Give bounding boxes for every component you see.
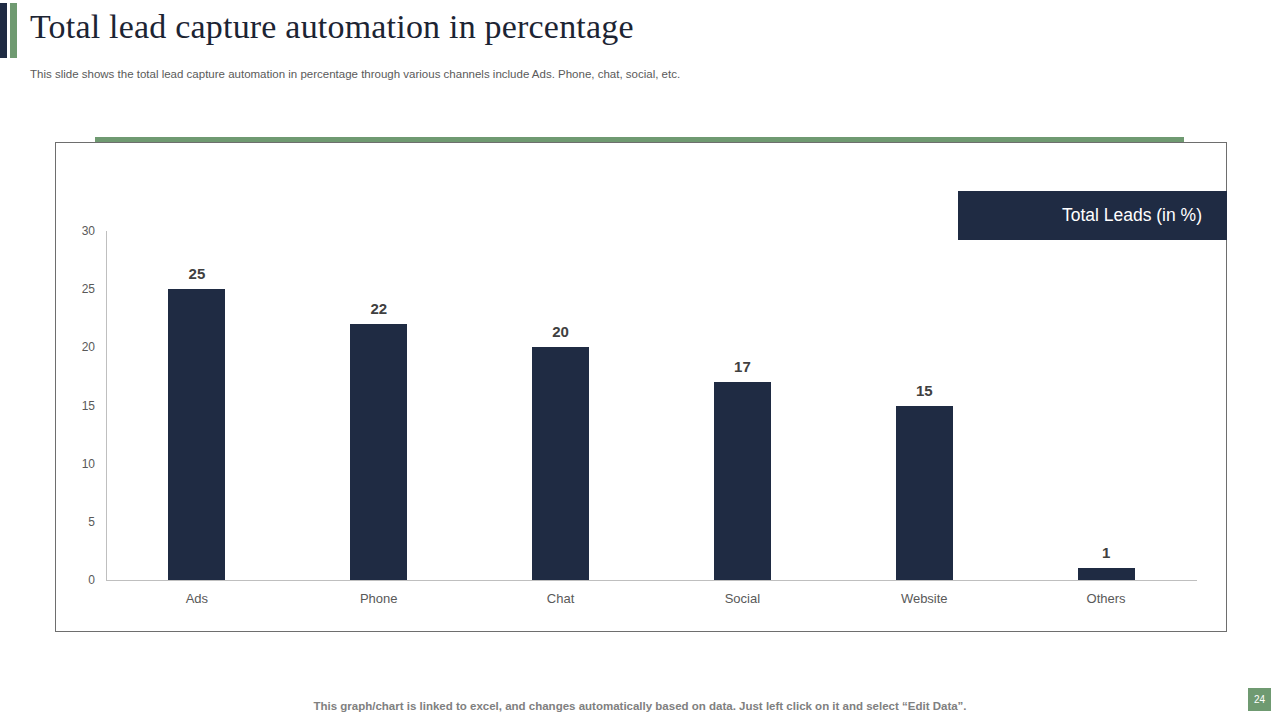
footer-note: This graph/chart is linked to excel, and… — [0, 700, 1280, 712]
category-label: Ads — [127, 590, 267, 608]
title-accent-navy-bar — [0, 3, 7, 58]
category-label: Social — [672, 590, 812, 608]
bar-ads — [168, 289, 225, 580]
chart-legend: Total Leads (in %) — [958, 191, 1227, 240]
category-label: Website — [854, 590, 994, 608]
category-label: Chat — [491, 590, 631, 608]
bar-others — [1078, 568, 1135, 580]
slide-subtitle: This slide shows the total lead capture … — [30, 68, 680, 80]
bar-chat — [532, 347, 589, 580]
page-number: 24 — [1254, 694, 1265, 705]
y-axis-tick-label: 10 — [40, 456, 95, 472]
page-number-badge: 24 — [1248, 688, 1271, 711]
bar-phone — [350, 324, 407, 580]
y-axis-tick-label: 5 — [40, 514, 95, 530]
y-axis-tick-label: 20 — [40, 339, 95, 355]
y-axis-line — [106, 231, 107, 580]
y-axis-tick-label: 0 — [40, 572, 95, 588]
bar-value-label: 20 — [521, 321, 601, 343]
slide: Total lead capture automation in percent… — [0, 0, 1280, 720]
bar-value-label: 25 — [157, 263, 237, 285]
y-axis-tick-label: 15 — [40, 398, 95, 414]
bar-value-label: 17 — [702, 356, 782, 378]
legend-label: Total Leads (in %) — [1062, 205, 1202, 226]
bar-value-label: 1 — [1066, 542, 1146, 564]
y-axis-tick-label: 30 — [40, 223, 95, 239]
category-label: Phone — [309, 590, 449, 608]
x-axis-line — [106, 580, 1197, 581]
category-label: Others — [1036, 590, 1176, 608]
y-axis-tick-label: 25 — [40, 281, 95, 297]
page-title: Total lead capture automation in percent… — [30, 8, 634, 46]
title-accent-green-bar — [10, 3, 17, 58]
bar-value-label: 22 — [339, 298, 419, 320]
bar-website — [896, 406, 953, 581]
bar-value-label: 15 — [884, 380, 964, 402]
bar-social — [714, 382, 771, 580]
